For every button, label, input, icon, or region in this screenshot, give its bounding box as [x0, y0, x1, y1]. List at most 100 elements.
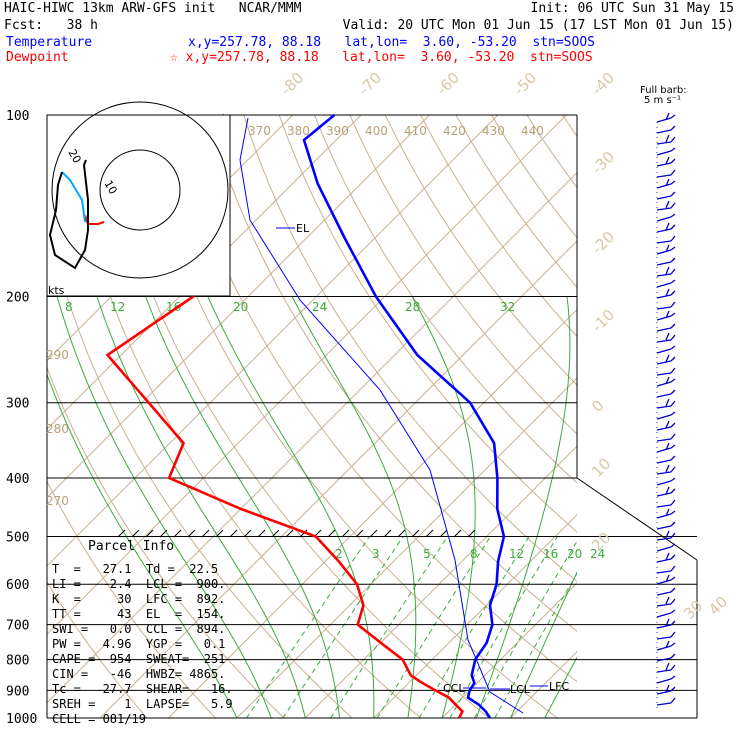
- wind-barb: [656, 169, 676, 178]
- parcel-info-row: K = 30 LFC = 892.: [52, 592, 226, 606]
- parcel-info-title: Parcel Info: [88, 539, 175, 554]
- wind-barb: [656, 323, 676, 332]
- temperature-legend-label: Temperature: [6, 35, 93, 50]
- pressure-label: 500: [6, 530, 29, 545]
- mixing-ratio-label: 24: [312, 300, 327, 314]
- wind-barb: [656, 266, 676, 277]
- wind-barb: [656, 653, 676, 662]
- mixing-ratio-label: 2: [335, 547, 343, 561]
- barb-legend-line1: Full barb:: [640, 85, 687, 96]
- hodograph-ring-label: 20: [65, 147, 83, 166]
- ccl-marker: CCL: [443, 682, 465, 695]
- wind-barb: [656, 640, 676, 651]
- forecast-hour: Fcst: 38 h: [4, 18, 98, 33]
- wind-barb: [656, 499, 676, 508]
- barb-legend-line2: 5 m s⁻¹: [644, 95, 681, 106]
- wind-barb: [656, 134, 676, 145]
- hodograph-units: kts: [48, 284, 65, 297]
- mixing-ratio-label: 20: [567, 547, 582, 561]
- isotherm-label: -20: [588, 228, 618, 258]
- wind-barb: [656, 508, 676, 519]
- mixing-ratio-label: 16: [543, 547, 558, 561]
- wind-barb: [656, 477, 676, 486]
- wind-barb: [656, 464, 676, 475]
- el-marker: EL: [296, 222, 310, 235]
- wind-barb: [656, 376, 676, 387]
- wind-barb: [656, 697, 676, 706]
- lfc-marker: LFC: [549, 680, 569, 693]
- wind-barb: [656, 486, 676, 497]
- wind-barb: [656, 543, 676, 552]
- parcel-info-row: T = 27.1 Td = 22.5: [52, 562, 219, 576]
- pressure-label: 900: [6, 684, 29, 699]
- parcel-info-row: PW = 4.96 YGP = 0.1: [52, 637, 226, 651]
- mixing-ratio-label: 12: [110, 300, 125, 314]
- wind-barb: [656, 684, 676, 695]
- wind-barb: [656, 618, 676, 629]
- wind-barb: [656, 587, 676, 596]
- theta-label: 380: [287, 124, 310, 138]
- wind-barb: [656, 244, 676, 255]
- mixing-ratio-label: 8: [65, 300, 73, 314]
- wind-barb: [656, 156, 676, 167]
- theta-label: 390: [326, 124, 349, 138]
- parcel-info-row: TT = 43 EL = 154.: [52, 607, 226, 621]
- dewpoint-legend-label: Dewpoint: [6, 50, 69, 65]
- isotherm-label: -80: [277, 69, 307, 99]
- pressure-label: 100: [6, 109, 29, 124]
- theta-label: 440: [521, 124, 544, 138]
- wind-barb: [656, 200, 676, 211]
- wind-barb: [656, 398, 676, 409]
- wind-barb: [656, 191, 676, 200]
- parcel-info-row: LI = -2.4 LCL = 900.: [52, 577, 226, 591]
- wind-barb: [656, 112, 676, 123]
- parcel-info-row: CIN = -46 HWBZ= 4865.: [52, 667, 226, 681]
- wind-barb: [656, 574, 676, 585]
- wind-barb: [656, 442, 676, 453]
- mixing-ratio-label: 16: [166, 300, 181, 314]
- pressure-label: 1000: [6, 712, 37, 727]
- wind-barb: [656, 147, 676, 156]
- isotherm-label: -60: [433, 69, 463, 99]
- isotherm-label: -70: [355, 69, 385, 99]
- wind-barb: [656, 125, 676, 134]
- pressure-label: 200: [6, 291, 29, 306]
- wind-barb: [656, 609, 676, 618]
- wind-barb: [656, 530, 676, 541]
- parcel-path: [239, 117, 524, 714]
- isotherm-label: -50: [510, 69, 540, 99]
- isotherm-label: 30: [680, 597, 706, 623]
- pressure-label: 400: [6, 472, 29, 487]
- parcel-info-row: SWI = 0.0 CCL = 894.: [52, 622, 226, 636]
- wind-barb: [656, 279, 676, 288]
- parcel-info-row: SREH = 1 LAPSE= 5.9: [52, 697, 233, 711]
- valid-time: Valid: 20 UTC Mon 01 Jun 15 (17 LST Mon …: [342, 18, 734, 33]
- wind-barb: [656, 675, 676, 684]
- wind-barb: [656, 235, 676, 244]
- pressure-label: 300: [6, 397, 29, 412]
- mixing-ratio-label: 5: [423, 547, 431, 561]
- mixing-ratio-label: 28: [405, 300, 420, 314]
- title-line: HAIC-HIWC 13km ARW-GFS init NCAR/MMM: [4, 1, 302, 16]
- temperature-trace: [302, 113, 506, 719]
- dewpoint-location-info: ☆ x,y=257.78, 88.18 lat,lon= 3.60, -53.2…: [170, 50, 593, 65]
- isotherm-label: -40: [588, 69, 618, 99]
- theta-label: 270: [46, 494, 69, 508]
- mixing-ratio-label: 20: [233, 300, 248, 314]
- parcel-info-row: CAPE = 954 SWEAT= 251: [52, 652, 226, 666]
- wind-barb: [656, 354, 676, 365]
- wind-barb: [656, 178, 676, 189]
- temperature-location-info: x,y=257.78, 88.18 lat,lon= 3.60, -53.20 …: [188, 35, 595, 50]
- wind-barb: [656, 521, 676, 530]
- wind-barb: [656, 411, 676, 420]
- mixing-ratio-label: 3: [372, 547, 380, 561]
- wind-barb: [656, 433, 676, 442]
- pressure-label: 600: [6, 578, 29, 593]
- mixing-ratio-label: 12: [509, 547, 524, 561]
- isotherm-label: 40: [705, 593, 731, 619]
- init-time: Init: 06 UTC Sun 31 May 15: [530, 1, 735, 16]
- wind-barb: [656, 389, 676, 398]
- isotherm-label: -30: [588, 148, 618, 178]
- parcel-info-row: CELL = 081/19: [52, 712, 146, 726]
